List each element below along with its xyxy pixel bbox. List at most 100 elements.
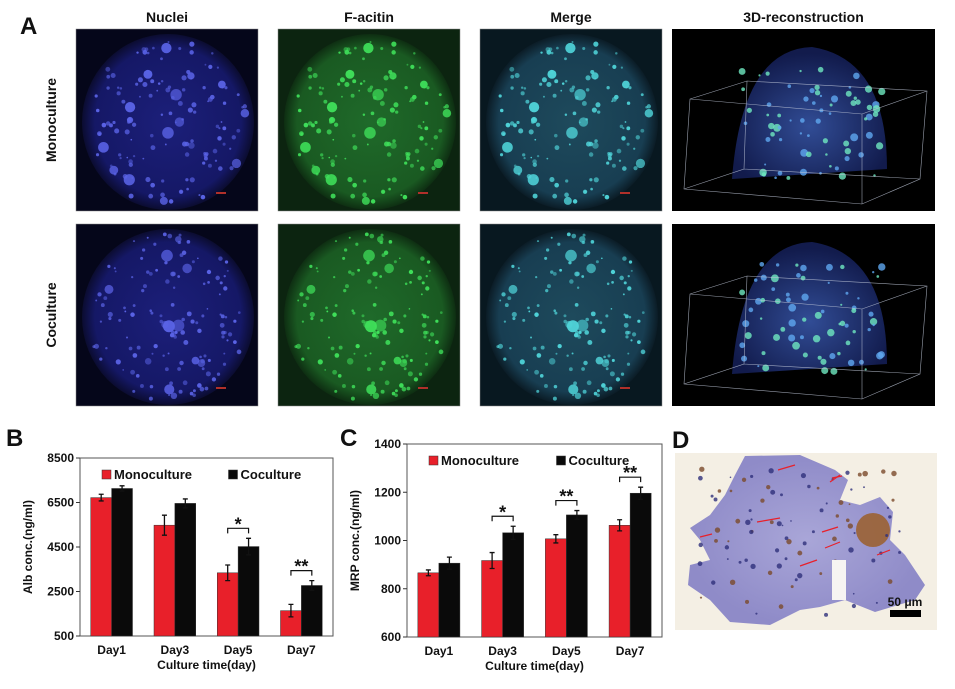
cell-dot	[586, 141, 592, 147]
cell-dot	[229, 166, 234, 171]
stain-dot	[745, 519, 751, 526]
cell-dot	[433, 158, 444, 169]
legend-label: Monoculture	[114, 467, 192, 482]
cell-dot	[585, 118, 588, 121]
cell-dot	[328, 120, 333, 124]
stain-dot	[857, 472, 862, 477]
cell-dot	[618, 159, 622, 162]
red-arrow	[829, 474, 841, 483]
cell-dot	[183, 339, 189, 345]
cell-dot	[420, 166, 425, 171]
cell-dot	[326, 129, 332, 135]
cell-dot	[160, 80, 164, 83]
stain-dot	[770, 489, 776, 495]
cell-dot	[550, 270, 554, 274]
x-axis-title: Culture time(day)	[157, 658, 256, 672]
cell-dot	[164, 143, 167, 146]
cell-dot	[766, 113, 770, 117]
cell-dot	[499, 153, 504, 157]
cell-dot	[237, 311, 241, 314]
cell-dot	[511, 264, 515, 268]
cell-dot	[216, 66, 219, 69]
cell-dot	[582, 389, 587, 394]
cell-dot	[352, 79, 357, 84]
cell-dot	[532, 159, 537, 164]
cell-dot	[367, 279, 372, 284]
cell-dot	[334, 353, 340, 358]
y-axis-title: MRP conc.(ng/ml)	[348, 490, 362, 591]
histology-white-cavity	[832, 560, 846, 600]
stain-dot	[729, 476, 732, 479]
cell-dot	[419, 136, 424, 141]
cell-dot	[385, 339, 391, 345]
cell-dot	[222, 142, 226, 146]
cell-dot	[786, 176, 791, 180]
cell-dot	[550, 236, 553, 239]
cell-dot	[775, 298, 781, 304]
cell-dot	[333, 122, 339, 127]
cell-dot	[520, 86, 524, 89]
cell-dot	[857, 297, 860, 300]
cell-dot	[554, 182, 559, 188]
cell-dot	[197, 257, 199, 260]
cell-dot	[404, 86, 408, 90]
cell-dot	[132, 154, 136, 158]
cell-dot	[566, 354, 569, 357]
cell-dot	[170, 96, 175, 100]
cell-dot	[233, 340, 237, 344]
cell-dot	[604, 194, 610, 200]
cell-dot	[295, 343, 302, 349]
cell-dot	[526, 369, 529, 371]
cell-dot	[93, 343, 100, 349]
cell-dot	[220, 314, 225, 319]
cell-dot	[759, 317, 763, 320]
cell-dot	[142, 157, 145, 160]
stain-dot	[729, 579, 736, 586]
cell-dot	[581, 101, 587, 106]
stain-dot	[887, 579, 893, 584]
cell-dot	[770, 132, 775, 137]
cell-dot	[514, 72, 520, 79]
cell-dot	[425, 274, 428, 278]
cell-dot	[366, 367, 371, 372]
cell-dot	[150, 133, 154, 138]
red-arrow	[699, 533, 713, 538]
cell-dot	[330, 193, 336, 199]
stain-dot	[741, 477, 747, 482]
cell-dot	[582, 233, 586, 237]
cell-dot	[169, 381, 173, 386]
cell-dot	[380, 233, 384, 237]
cell-dot	[564, 113, 568, 117]
stain-dot	[750, 518, 753, 521]
stain-dot	[847, 523, 853, 529]
cell-dot	[307, 346, 310, 350]
cell-dot	[191, 356, 200, 365]
cell-dot	[382, 330, 388, 335]
cell-dot	[546, 284, 551, 289]
stain-dot	[888, 515, 892, 519]
cell-dot	[308, 74, 313, 79]
bar-monoculture-day1	[417, 572, 440, 638]
cell-dot	[867, 327, 871, 332]
cell-dot	[589, 178, 593, 182]
bar-monoculture-day1	[90, 497, 112, 637]
stain-dot	[807, 484, 811, 489]
stain-dot	[735, 518, 741, 524]
cell-dot	[624, 121, 627, 123]
cell-dot	[565, 320, 573, 329]
cell-dot	[174, 330, 178, 335]
cell-dot	[115, 359, 121, 365]
cell-dot	[106, 86, 110, 90]
cell-dot	[426, 260, 431, 264]
panel-label-b: B	[6, 425, 23, 452]
cell-dot	[217, 136, 222, 141]
cell-dot	[615, 52, 618, 55]
cell-dot	[627, 274, 630, 278]
cell-dot	[150, 145, 156, 151]
cell-dot	[121, 99, 126, 104]
cell-dot	[502, 141, 513, 153]
cell-dot	[872, 111, 879, 117]
cell-dot	[236, 349, 242, 355]
cell-dot	[108, 316, 112, 321]
cell-dot	[801, 293, 809, 301]
